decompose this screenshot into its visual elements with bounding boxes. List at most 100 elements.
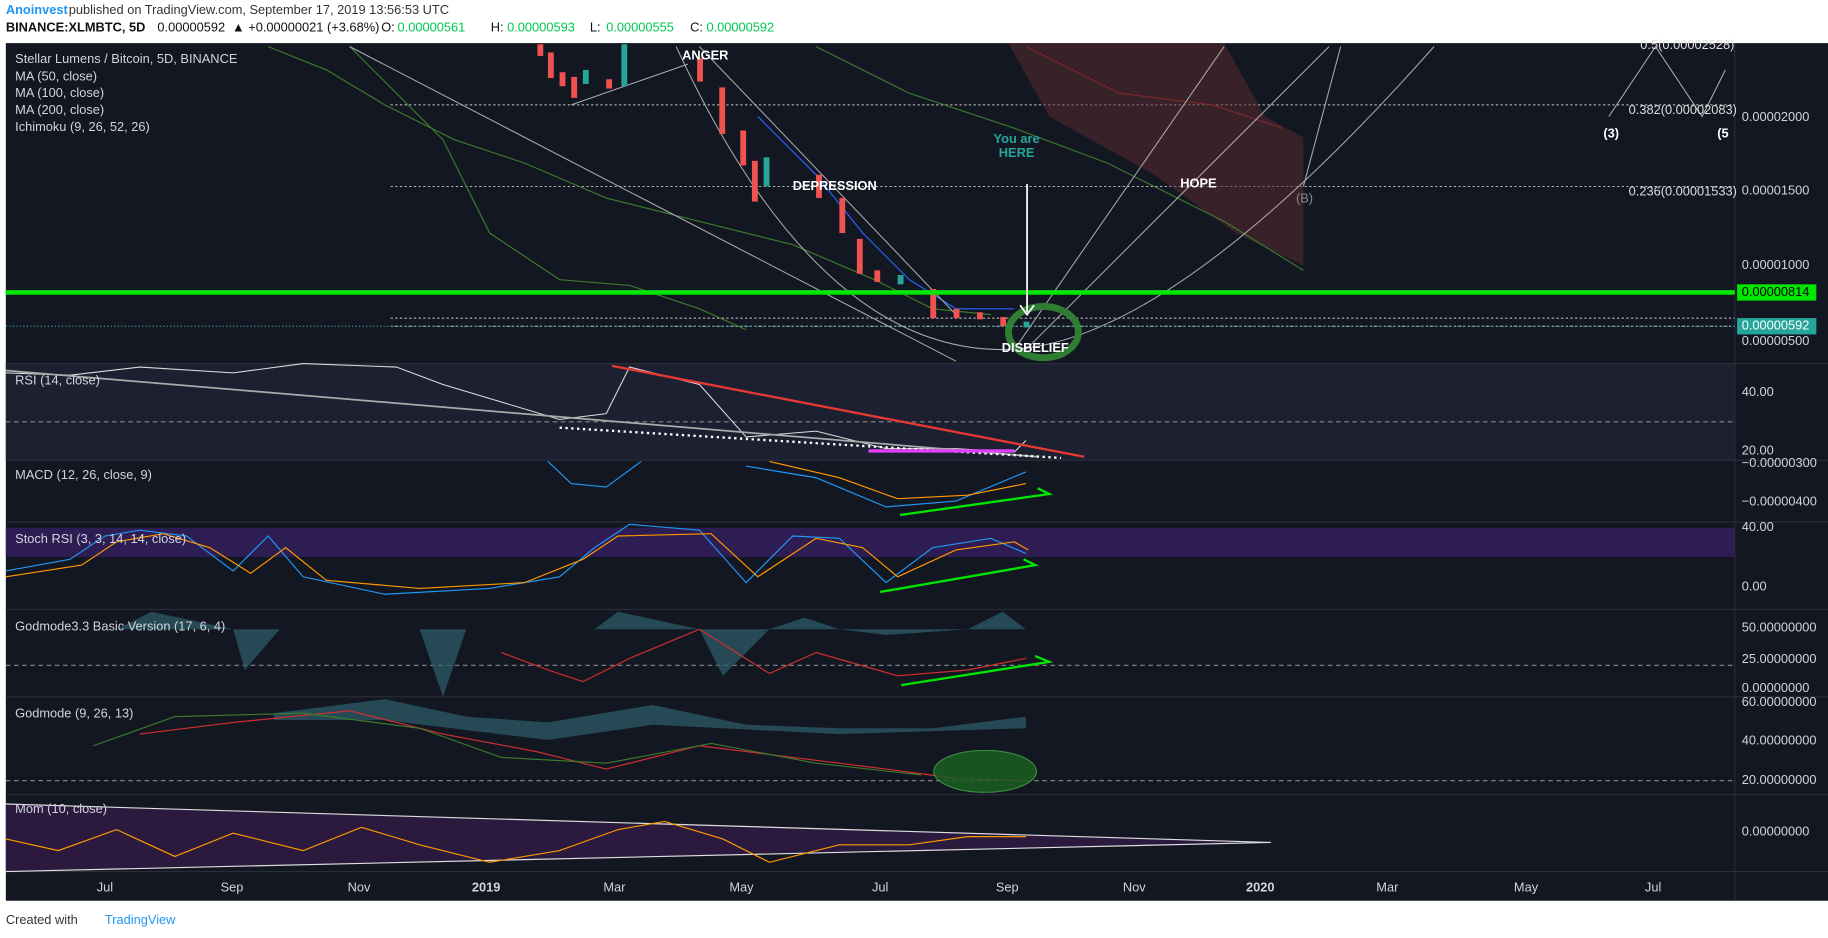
change: ▲ +0.00000021 (+3.68%) <box>232 19 379 34</box>
macd-line <box>746 465 1027 508</box>
candle <box>559 72 566 87</box>
ohlc-value: 0.00000593 <box>507 19 575 34</box>
stoch-band <box>5 527 1735 557</box>
candle <box>856 238 863 274</box>
y-tick-label: 0.00 <box>1742 579 1767 594</box>
candle <box>930 288 937 319</box>
fib-label: 0.5(0.00002528) <box>1640 37 1734 52</box>
wave <box>1608 45 1726 118</box>
candle <box>816 174 822 199</box>
mom-line <box>5 820 1026 863</box>
ohlc-label: H: <box>491 19 504 34</box>
y-tick-label: −0.00000300 <box>1742 455 1817 470</box>
fib-label: 0.382(0.00002083) <box>1629 102 1737 117</box>
y-tick-label: 0.00001000 <box>1742 257 1810 272</box>
rsi-trend <box>559 426 1061 460</box>
pane-legend: Ichimoku (9, 26, 52, 26) <box>15 119 150 134</box>
stoch-arrow <box>879 558 1039 594</box>
separators <box>5 43 1828 901</box>
annotation: DEPRESSION <box>793 178 877 193</box>
x-tick-label: Nov <box>348 879 371 894</box>
x-tick-label: Sep <box>996 879 1019 894</box>
ma-line <box>815 46 1304 271</box>
ohlc-value: 0.00000555 <box>606 19 674 34</box>
mom-trend <box>5 841 1271 873</box>
god3-arrow <box>900 654 1054 687</box>
annotation: HERE <box>999 145 1035 160</box>
chart-bg <box>5 43 1828 901</box>
candle <box>763 157 770 187</box>
annotation: (3) <box>1603 125 1619 140</box>
x-tick-label: Jul <box>97 879 113 894</box>
god3-area <box>5 611 1026 697</box>
candle <box>751 160 758 202</box>
macd-line <box>547 460 642 488</box>
candle <box>897 274 904 285</box>
pane-title: Godmode (9, 26, 13) <box>15 706 133 721</box>
y-tick-label: 25.00000000 <box>1742 651 1817 666</box>
price-tag-bg <box>1737 284 1817 301</box>
rsi-trend <box>5 369 1038 458</box>
x-tick-label: 2020 <box>1246 879 1275 894</box>
stoch-k <box>5 523 1027 595</box>
published: published on TradingView.com, September … <box>69 2 449 17</box>
god3-line <box>501 628 1027 683</box>
y-tick-label: 40.00 <box>1742 519 1774 534</box>
symbol: BINANCE:XLMBTC, 5D <box>6 19 146 34</box>
mom-trend <box>5 803 1271 844</box>
pane-title: MACD (12, 26, close, 9) <box>15 467 152 482</box>
pane-title: Godmode3.3 Basic Version (17, 6, 4) <box>15 618 225 633</box>
candle <box>719 87 726 134</box>
footer-created: Created with <box>6 912 78 927</box>
y-tick-label: 40.00 <box>1742 384 1774 399</box>
pane-title: Stellar Lumens / Bitcoin, 5D, BINANCE <box>15 51 237 66</box>
x-tick-label: Mar <box>603 879 626 894</box>
rsi-trend <box>611 364 1085 458</box>
price-tag-bg <box>1737 318 1817 335</box>
fan-line <box>1025 46 1330 350</box>
candle <box>621 44 628 87</box>
fib-label: 0.236(0.00001533) <box>1629 184 1737 199</box>
candle <box>547 52 554 79</box>
x-tick-label: Mar <box>1376 879 1399 894</box>
last: 0.00000592 <box>157 19 225 34</box>
fan-line <box>571 63 689 106</box>
ma-line <box>1025 46 1283 129</box>
ohlc-label: L: <box>590 19 601 34</box>
candle <box>1000 316 1007 327</box>
ohlc-label: O: <box>381 19 395 34</box>
footer-brand: TradingView <box>105 912 176 927</box>
fan-line <box>1013 46 1225 350</box>
ohlc-value: 0.00000592 <box>706 19 774 34</box>
candle <box>571 76 578 98</box>
author: Anoinvest <box>6 2 69 17</box>
x-tick-label: Nov <box>1123 879 1146 894</box>
drawings <box>349 45 1726 362</box>
y-tick-label: 0.00000000 <box>1742 823 1810 838</box>
god-line <box>93 712 922 776</box>
x-tick-label: Jul <box>1645 879 1661 894</box>
pane-title: Mom (10, close) <box>15 801 107 816</box>
ohlc-label: C: <box>690 19 703 34</box>
annotation: DISBELIEF <box>1002 340 1069 355</box>
annotation: You are <box>994 131 1040 146</box>
candle <box>537 44 544 56</box>
ichimoku-cloud <box>1008 43 1304 266</box>
x-tick-label: May <box>729 879 754 894</box>
here-arrowhead <box>1019 304 1035 317</box>
pane-legend: MA (200, close) <box>15 102 104 117</box>
candle <box>874 270 881 282</box>
pane-legend: MA (100, close) <box>15 85 104 100</box>
y-tick-label: 0.00002000 <box>1742 109 1810 124</box>
texts: Anoinvest published on TradingView.com, S… <box>6 2 1817 927</box>
god-area <box>273 699 1026 740</box>
candle <box>976 312 983 320</box>
ma-line <box>349 46 747 331</box>
candle <box>1023 321 1030 328</box>
god-ellipse <box>933 749 1037 793</box>
pane-title: Stoch RSI (3, 3, 14, 14, close) <box>15 531 186 546</box>
pane-title: RSI (14, close) <box>15 372 100 387</box>
y-tick-label: 20.00000000 <box>1742 772 1817 787</box>
